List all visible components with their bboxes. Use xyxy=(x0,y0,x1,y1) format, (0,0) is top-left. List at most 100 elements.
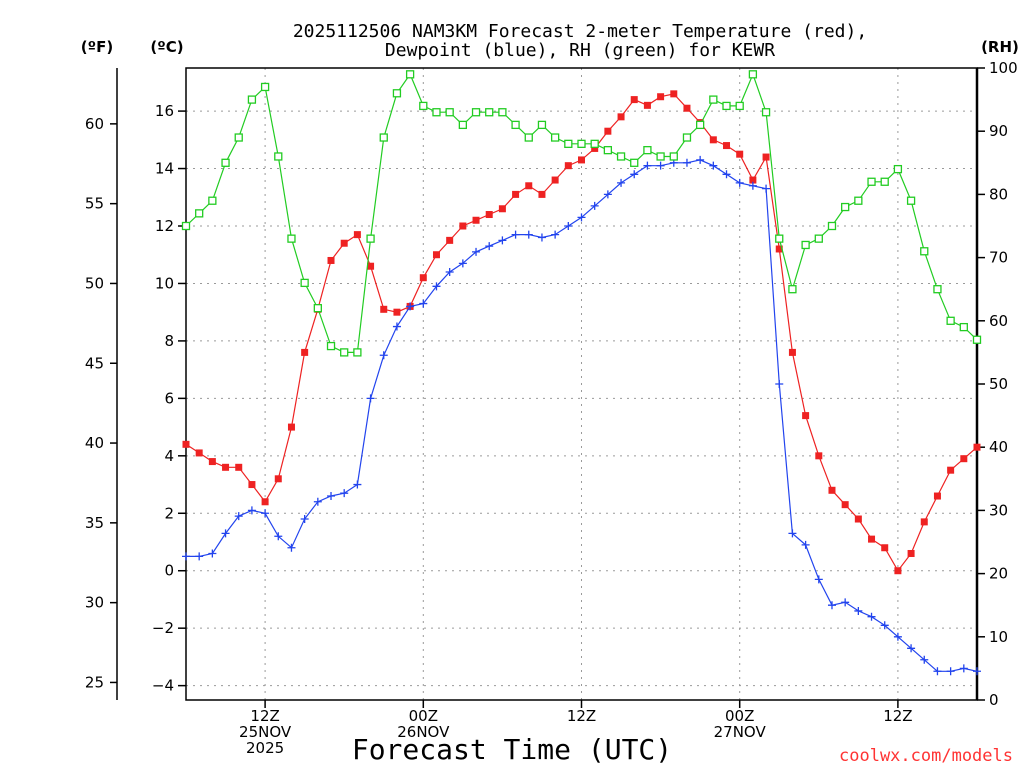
data-point xyxy=(827,601,836,610)
data-point xyxy=(854,196,863,205)
fahrenheit-unit-label: (ºF) xyxy=(81,38,113,56)
data-point xyxy=(538,190,546,198)
data-point xyxy=(775,245,783,253)
data-point xyxy=(274,532,283,541)
data-point xyxy=(748,181,757,190)
data-point xyxy=(893,164,903,174)
data-point xyxy=(195,449,203,457)
rh-tick-label: 60 xyxy=(989,312,1008,330)
data-point xyxy=(195,209,204,218)
data-point xyxy=(524,133,533,142)
data-point xyxy=(511,230,520,239)
data-point xyxy=(906,196,916,205)
data-point xyxy=(512,190,520,198)
data-point xyxy=(301,348,309,356)
time-tick-label: 12Z xyxy=(567,707,596,725)
data-point xyxy=(604,127,612,135)
celsius-tick-label: 14 xyxy=(155,160,174,178)
data-point xyxy=(327,492,336,501)
data-point xyxy=(564,222,573,230)
rh-tick-label: 90 xyxy=(989,122,1008,140)
data-point xyxy=(419,299,428,308)
data-point xyxy=(392,322,401,331)
data-point xyxy=(247,95,257,104)
data-point xyxy=(551,176,559,184)
data-point xyxy=(458,259,467,268)
celsius-tick-label: −4 xyxy=(152,677,174,695)
data-point xyxy=(815,452,823,460)
celsius-tick-label: 4 xyxy=(164,447,174,465)
data-point xyxy=(683,104,691,112)
celsius-tick-label: 6 xyxy=(164,389,174,407)
data-point xyxy=(868,535,876,543)
time-tick-label: 00Z xyxy=(725,707,754,725)
fahrenheit-tick-label: 25 xyxy=(85,673,104,691)
series-line xyxy=(185,93,978,572)
time-tick-label: 12Z xyxy=(883,707,912,725)
data-point xyxy=(313,304,322,313)
data-point xyxy=(946,667,955,676)
data-point xyxy=(947,466,955,474)
data-point xyxy=(221,158,230,167)
celsius-tick-label: 0 xyxy=(164,562,174,580)
data-point xyxy=(735,178,744,187)
data-point xyxy=(656,152,665,161)
fahrenheit-tick-label: 50 xyxy=(85,274,104,292)
data-point xyxy=(657,93,665,101)
data-point xyxy=(841,202,850,212)
data-point xyxy=(722,101,731,111)
data-point xyxy=(458,120,468,130)
data-point xyxy=(761,108,771,117)
data-point xyxy=(564,162,572,170)
time-tick-label: 2025 xyxy=(246,739,284,757)
rh-tick-label: 80 xyxy=(989,185,1008,203)
data-point xyxy=(603,190,612,199)
data-point xyxy=(181,221,191,231)
series-line xyxy=(185,72,978,353)
data-point xyxy=(630,158,639,167)
time-tick-label: 00Z xyxy=(409,707,438,725)
data-point xyxy=(960,455,968,463)
data-point xyxy=(920,518,928,526)
fahrenheit-tick-label: 35 xyxy=(85,514,104,532)
data-point xyxy=(472,247,481,256)
celsius-tick-label: 8 xyxy=(164,332,174,350)
data-point xyxy=(735,101,744,111)
data-point xyxy=(854,515,862,523)
data-point xyxy=(590,139,599,148)
data-point xyxy=(419,101,428,111)
data-point xyxy=(682,158,691,167)
data-point xyxy=(300,278,309,288)
data-point xyxy=(326,341,336,351)
celsius-unit-label: (ºC) xyxy=(150,38,183,56)
data-point xyxy=(537,120,547,130)
data-point xyxy=(867,177,876,186)
data-point xyxy=(801,540,810,549)
data-point xyxy=(446,236,454,244)
data-point xyxy=(802,412,810,420)
data-point xyxy=(550,133,560,142)
data-point xyxy=(537,233,546,242)
series-rh xyxy=(181,70,982,357)
data-point xyxy=(959,322,968,332)
fahrenheit-tick-label: 55 xyxy=(85,195,104,213)
data-point xyxy=(933,285,942,294)
data-point xyxy=(340,348,349,357)
data-point xyxy=(393,308,401,316)
data-point xyxy=(723,142,731,150)
axes xyxy=(110,67,985,708)
data-point xyxy=(814,575,823,584)
data-point xyxy=(511,120,520,130)
data-point xyxy=(920,247,929,256)
data-point xyxy=(247,506,256,515)
data-point xyxy=(432,108,441,117)
data-point xyxy=(498,108,507,117)
data-point xyxy=(841,598,850,607)
data-point xyxy=(973,667,981,676)
data-point xyxy=(498,236,507,245)
data-point xyxy=(353,231,361,239)
data-point xyxy=(946,316,955,325)
data-point xyxy=(182,552,190,561)
fahrenheit-tick-label: 40 xyxy=(85,434,104,452)
